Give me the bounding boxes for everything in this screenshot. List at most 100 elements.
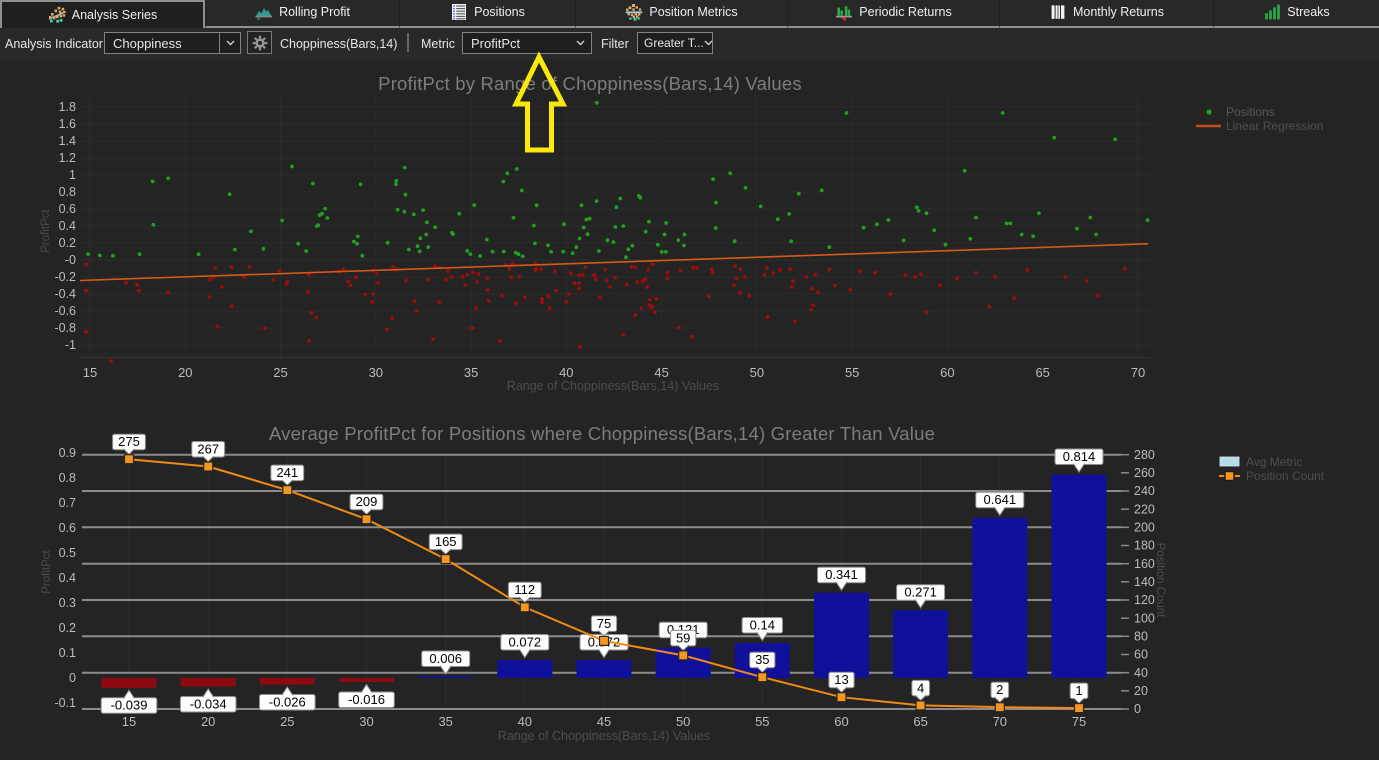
- svg-text:60: 60: [834, 714, 848, 729]
- svg-text:-0.6: -0.6: [54, 304, 76, 318]
- svg-text:140: 140: [1134, 575, 1155, 589]
- svg-text:0.7: 0.7: [59, 496, 76, 510]
- svg-text:65: 65: [1035, 365, 1049, 380]
- svg-text:0.6: 0.6: [59, 521, 76, 535]
- svg-text:4: 4: [917, 680, 924, 695]
- svg-text:0.9: 0.9: [59, 446, 76, 460]
- svg-text:0.2: 0.2: [59, 621, 76, 635]
- svg-text:0.1: 0.1: [59, 646, 76, 660]
- svg-text:-0.1: -0.1: [54, 696, 76, 710]
- svg-text:1.4: 1.4: [59, 134, 76, 148]
- svg-text:50: 50: [750, 365, 764, 380]
- svg-text:0.341: 0.341: [825, 567, 858, 582]
- svg-text:267: 267: [197, 441, 219, 456]
- svg-text:220: 220: [1134, 502, 1155, 516]
- svg-text:59: 59: [676, 630, 690, 645]
- svg-text:35: 35: [464, 365, 478, 380]
- svg-text:Average ProfitPct for Position: Average ProfitPct for Positions where Ch…: [269, 423, 935, 444]
- svg-text:100: 100: [1134, 611, 1155, 625]
- svg-text:50: 50: [676, 714, 690, 729]
- svg-text:-0.039: -0.039: [111, 698, 148, 713]
- svg-text:165: 165: [435, 534, 457, 549]
- svg-text:ProfitPct: ProfitPct: [40, 208, 52, 252]
- svg-text:55: 55: [845, 365, 859, 380]
- svg-text:0: 0: [1134, 702, 1141, 716]
- svg-text:112: 112: [514, 582, 535, 597]
- svg-text:1.2: 1.2: [59, 151, 76, 165]
- svg-text:ProfitPct: ProfitPct: [41, 549, 53, 593]
- svg-text:120: 120: [1134, 593, 1155, 607]
- svg-text:160: 160: [1134, 557, 1155, 571]
- svg-text:45: 45: [654, 365, 668, 380]
- svg-text:209: 209: [356, 494, 378, 509]
- svg-text:70: 70: [993, 714, 1007, 729]
- svg-text:-0.026: -0.026: [269, 694, 306, 709]
- svg-text:13: 13: [834, 672, 848, 687]
- svg-text:241: 241: [276, 465, 298, 480]
- svg-text:-0.034: -0.034: [190, 696, 227, 711]
- svg-text:Range of Choppiness(Bars,14) V: Range of Choppiness(Bars,14) Values: [507, 379, 719, 393]
- svg-text:0.006: 0.006: [429, 651, 462, 666]
- svg-text:35: 35: [438, 714, 452, 729]
- svg-text:65: 65: [913, 714, 927, 729]
- svg-text:15: 15: [122, 714, 136, 729]
- svg-text:75: 75: [1072, 714, 1086, 729]
- svg-text:Positions: Positions: [1226, 105, 1275, 119]
- svg-text:-0.016: -0.016: [348, 692, 385, 707]
- svg-text:240: 240: [1134, 484, 1155, 498]
- svg-text:35: 35: [755, 652, 769, 667]
- svg-text:Linear Regression: Linear Regression: [1226, 119, 1323, 133]
- svg-text:Range of Choppiness(Bars,14) V: Range of Choppiness(Bars,14) Values: [498, 729, 710, 743]
- svg-text:1.8: 1.8: [59, 100, 76, 114]
- svg-text:20: 20: [1134, 684, 1148, 698]
- svg-text:0: 0: [69, 671, 76, 685]
- svg-text:-0.8: -0.8: [54, 321, 76, 335]
- svg-text:0.3: 0.3: [59, 596, 76, 610]
- svg-text:280: 280: [1134, 448, 1155, 462]
- svg-text:70: 70: [1131, 365, 1145, 380]
- svg-text:275: 275: [118, 434, 140, 449]
- svg-text:60: 60: [1134, 648, 1148, 662]
- svg-text:25: 25: [273, 365, 287, 380]
- svg-text:15: 15: [83, 365, 97, 380]
- svg-text:60: 60: [940, 365, 954, 380]
- svg-text:40: 40: [1134, 666, 1148, 680]
- svg-text:0.4: 0.4: [59, 571, 76, 585]
- svg-text:30: 30: [369, 365, 383, 380]
- svg-text:-0.4: -0.4: [54, 287, 76, 301]
- svg-text:1: 1: [69, 168, 76, 182]
- svg-text:0.14: 0.14: [750, 617, 775, 632]
- svg-text:1: 1: [1075, 683, 1082, 698]
- svg-text:2: 2: [996, 682, 1003, 697]
- svg-text:0.8: 0.8: [59, 471, 76, 485]
- svg-text:45: 45: [597, 714, 611, 729]
- svg-text:55: 55: [755, 714, 769, 729]
- svg-text:Avg Metric: Avg Metric: [1246, 455, 1302, 469]
- svg-text:30: 30: [359, 714, 373, 729]
- svg-text:75: 75: [597, 616, 611, 631]
- svg-text:-1: -1: [65, 338, 76, 352]
- svg-text:0.271: 0.271: [904, 585, 937, 600]
- svg-text:260: 260: [1134, 466, 1155, 480]
- svg-text:Position Count: Position Count: [1246, 469, 1325, 483]
- svg-text:40: 40: [559, 365, 573, 380]
- svg-text:180: 180: [1134, 539, 1155, 553]
- svg-text:0.2: 0.2: [59, 236, 76, 250]
- svg-text:1.6: 1.6: [59, 117, 76, 131]
- svg-text:0.6: 0.6: [59, 202, 76, 216]
- svg-text:0.641: 0.641: [984, 492, 1017, 507]
- svg-text:0.4: 0.4: [59, 219, 76, 233]
- svg-text:0.8: 0.8: [59, 185, 76, 199]
- svg-text:0.5: 0.5: [59, 546, 76, 560]
- svg-text:200: 200: [1134, 521, 1155, 535]
- svg-text:20: 20: [201, 714, 215, 729]
- svg-text:-0: -0: [65, 253, 76, 267]
- svg-text:0.814: 0.814: [1063, 449, 1096, 464]
- svg-text:20: 20: [178, 365, 192, 380]
- svg-text:-0.2: -0.2: [54, 270, 76, 284]
- svg-text:0.072: 0.072: [509, 634, 542, 649]
- svg-text:80: 80: [1134, 630, 1148, 644]
- svg-text:ProfitPct by Range of Choppine: ProfitPct by Range of Choppiness(Bars,14…: [378, 73, 802, 94]
- svg-text:25: 25: [280, 714, 294, 729]
- svg-text:40: 40: [518, 714, 532, 729]
